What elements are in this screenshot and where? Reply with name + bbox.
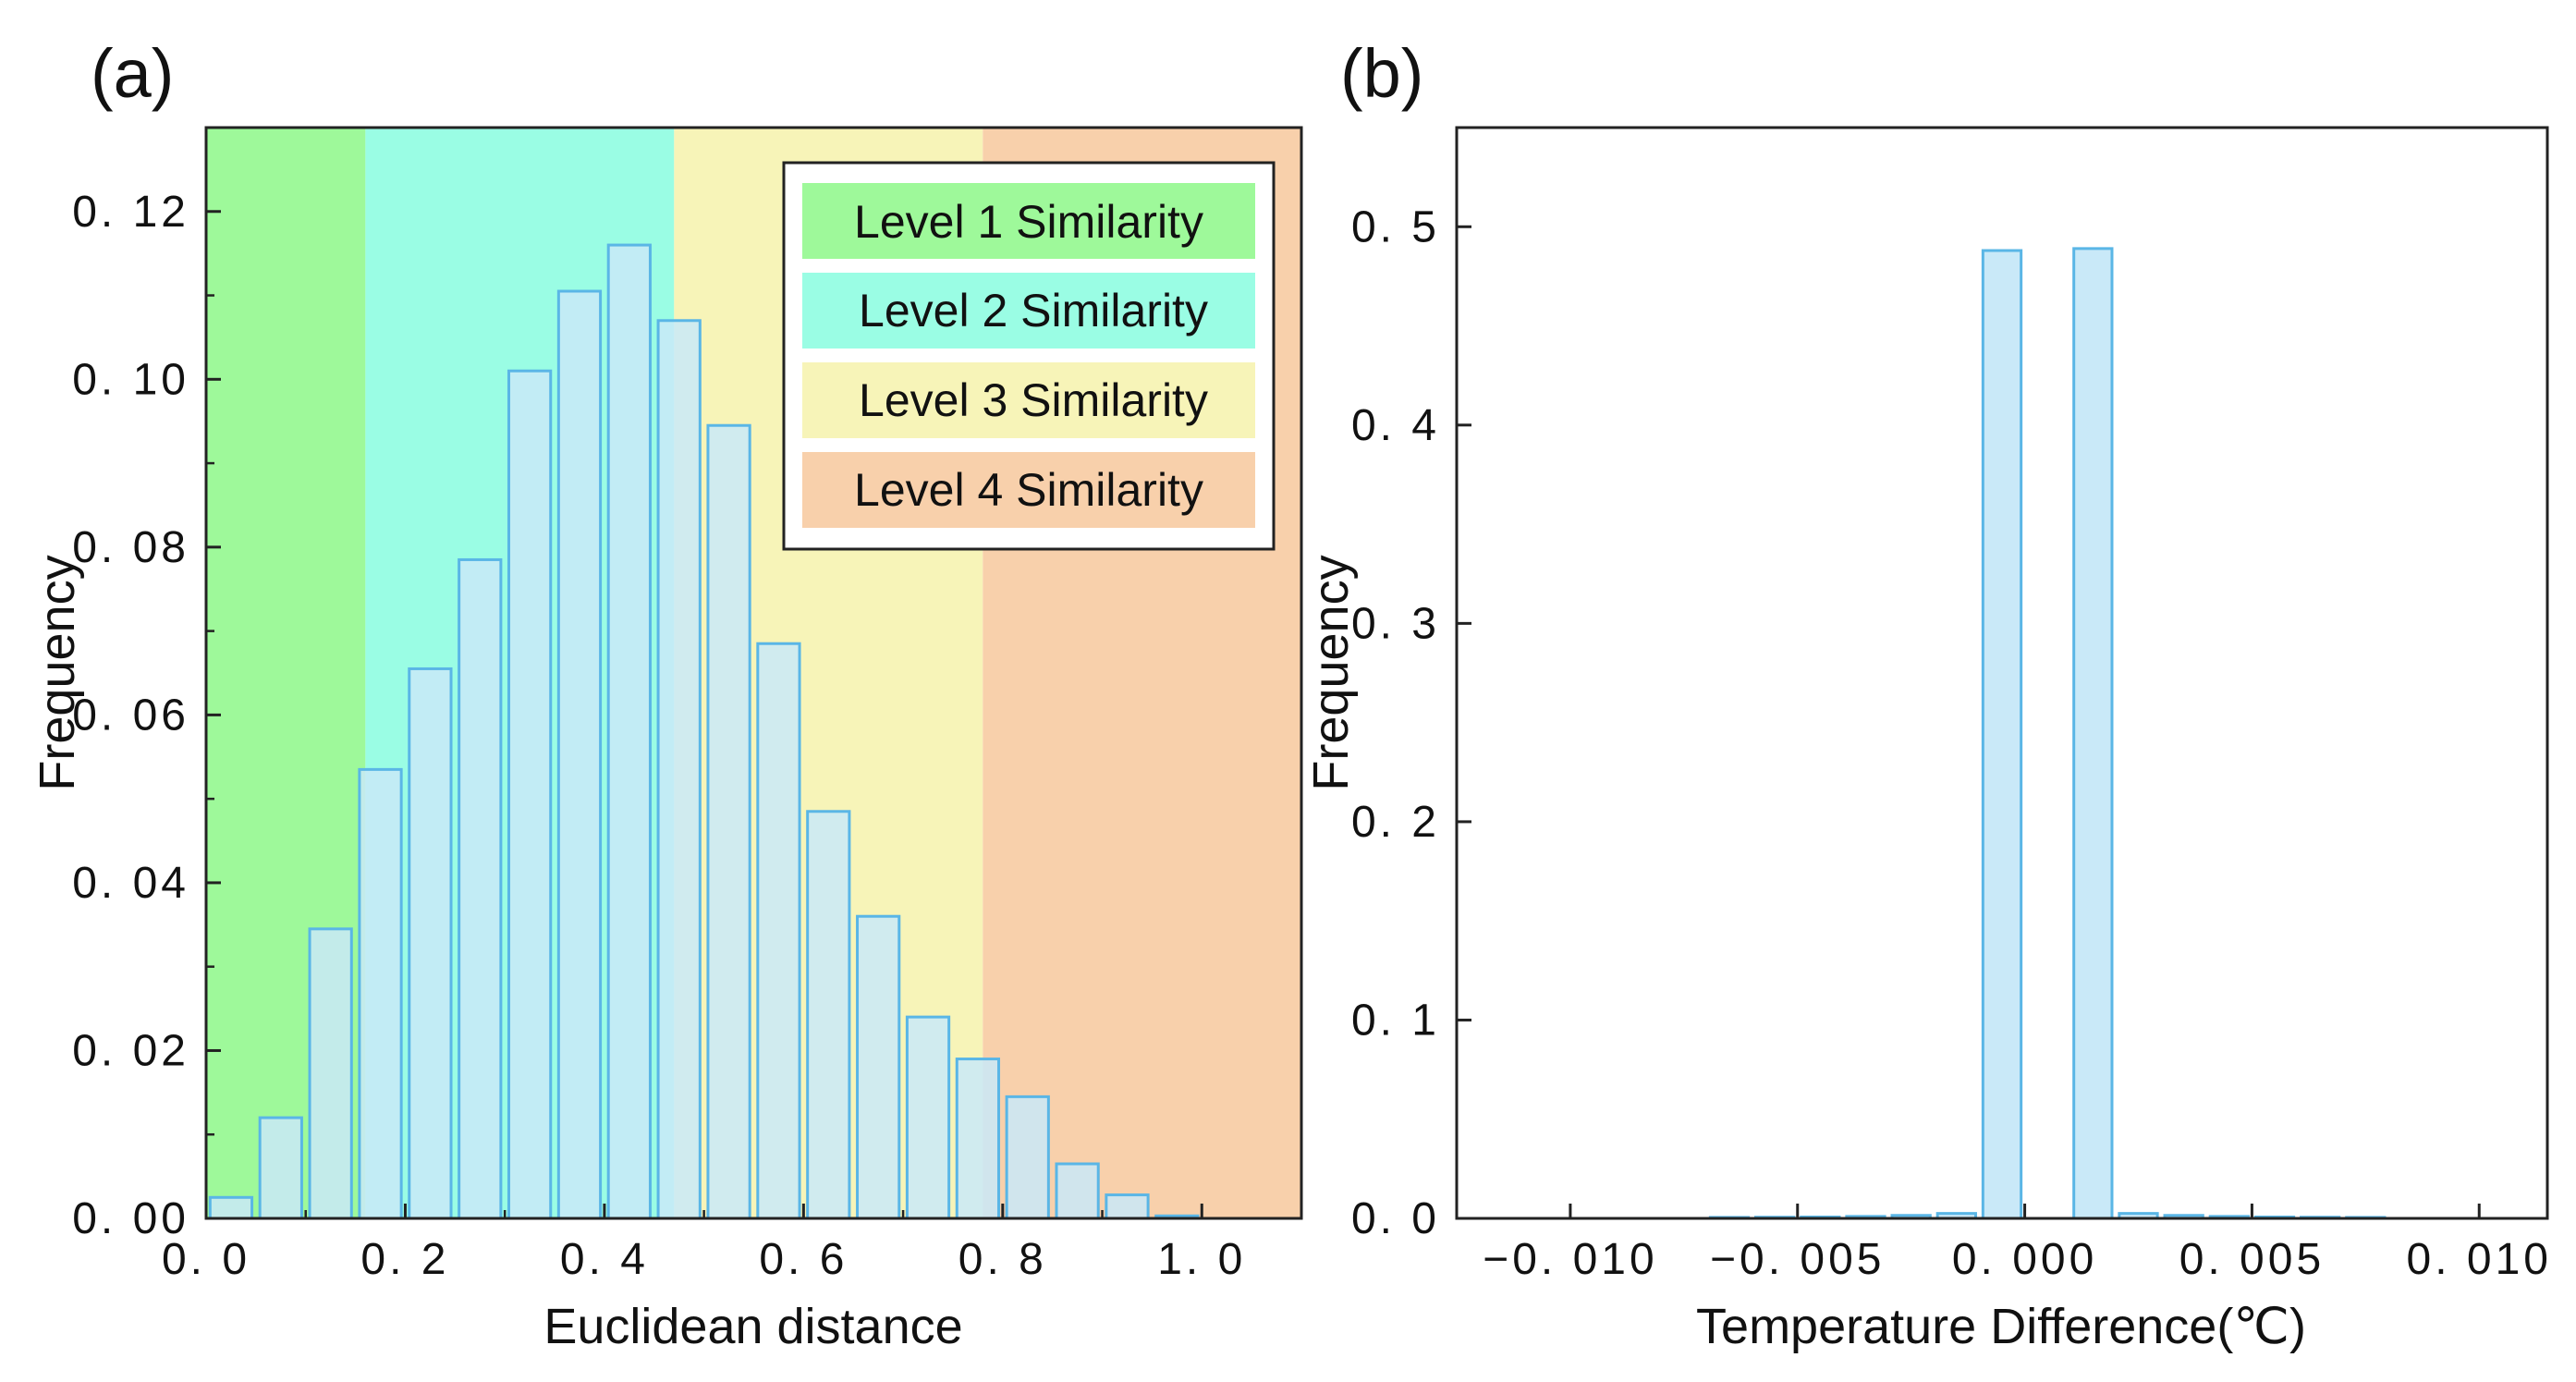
legend-item: Level 4 Similarity: [802, 452, 1255, 528]
histogram-bar: [208, 1195, 254, 1220]
histogram-bar: [656, 319, 702, 1220]
legend-item: Level 1 Similarity: [802, 183, 1255, 259]
histogram-bar: [856, 914, 901, 1220]
plot-frame: [1455, 126, 2549, 1220]
histogram-bar: [308, 927, 353, 1220]
plot-frame: [204, 126, 1303, 1220]
y-tick-label: 0. 04: [72, 859, 189, 908]
histogram-bar: [955, 1058, 1001, 1220]
legend-swatch: [802, 362, 1255, 438]
x-tick-label: −0. 005: [1710, 1235, 1885, 1284]
y-tick-label: 0. 4: [1351, 401, 1440, 450]
histogram-bar: [905, 1015, 951, 1220]
histogram-bars: [208, 243, 1200, 1220]
y-tick-label: 0. 10: [72, 355, 189, 404]
y-tick-label: 0. 12: [72, 188, 189, 237]
histogram-bar: [2072, 247, 2114, 1220]
y-tick-label: 0. 5: [1351, 202, 1440, 251]
x-axis-ticks: 0. 0 0. 2 0. 4 0. 6 0. 8 1. 0: [162, 1204, 1246, 1284]
y-tick-label: 0. 0: [1351, 1194, 1440, 1243]
histogram-bar: [1055, 1162, 1100, 1220]
histogram-bar: [1005, 1095, 1050, 1220]
x-tick-label: 0. 005: [2179, 1235, 2325, 1284]
legend-item: Level 2 Similarity: [802, 273, 1255, 349]
y-tick-label: 0. 1: [1351, 996, 1440, 1045]
histogram-bar: [507, 369, 553, 1220]
x-tick-label: 0. 4: [560, 1235, 649, 1284]
panel-a: (a) 0. 000. 020. 040. 060. 080. 100. 12 …: [30, 35, 1303, 1354]
y-tick-label: 0. 00: [72, 1194, 189, 1243]
x-tick-label: 0. 8: [958, 1235, 1047, 1284]
x-tick-label: 0. 010: [2407, 1235, 2552, 1284]
y-axis-title: Frequency: [30, 555, 85, 790]
legend: Level 1 Similarity Level 2 Similarity Le…: [782, 161, 1276, 551]
y-tick-label: 0. 06: [72, 691, 189, 740]
y-tick-label: 0. 2: [1351, 798, 1440, 847]
histogram-bar: [706, 423, 751, 1220]
histogram-bar: [1981, 249, 2023, 1220]
panel-a-label: (a): [91, 35, 174, 112]
legend-label: Level 4 Similarity: [854, 464, 1203, 516]
x-axis-title: Temperature Difference(℃): [1696, 1299, 2306, 1354]
histogram-bar: [606, 243, 652, 1220]
x-tick-label: 0. 000: [1952, 1235, 2097, 1284]
histogram-bar: [1105, 1193, 1150, 1220]
legend-swatch: [802, 452, 1255, 528]
histogram-bar: [806, 810, 851, 1220]
y-tick-label: 0. 02: [72, 1026, 189, 1075]
histogram-bar: [258, 1116, 303, 1220]
legend-swatch: [802, 273, 1255, 349]
y-tick-label: 0. 3: [1351, 599, 1440, 648]
legend-label: Level 1 Similarity: [854, 196, 1203, 248]
x-tick-label: 0. 0: [162, 1235, 250, 1284]
legend-label: Level 3 Similarity: [859, 374, 1208, 426]
x-axis-ticks: −0. 010 −0. 005 0. 000 0. 005 0. 010: [1483, 1204, 2552, 1284]
x-tick-label: 0. 6: [759, 1235, 848, 1284]
histogram-bar: [358, 767, 403, 1220]
x-tick-label: 1. 0: [1157, 1235, 1246, 1284]
histogram-bar: [556, 289, 603, 1220]
legend-item: Level 3 Similarity: [802, 362, 1255, 438]
histogram-bar: [458, 557, 503, 1220]
y-axis-title: Frequency: [1303, 555, 1359, 790]
x-tick-label: 0. 2: [360, 1235, 449, 1284]
y-axis-ticks: 0. 0 0. 1 0. 2 0. 3 0. 4 0. 5: [1351, 202, 1471, 1243]
y-axis-ticks: 0. 00 0. 02 0. 04 0. 06 0. 08 0. 10 0. 12: [72, 188, 221, 1243]
x-axis-title: Euclidean distance: [543, 1299, 962, 1354]
y-tick-label: 0. 08: [72, 523, 189, 572]
panel-b-label: (b): [1340, 35, 1423, 112]
legend-swatch: [802, 183, 1255, 259]
histogram-bars: [1708, 247, 2387, 1220]
histogram-bar: [408, 667, 453, 1220]
panel-b: (b) 0. 00. 10. 20. 30. 40. 5 −0. 010 −0. …: [1303, 35, 2552, 1354]
x-tick-label: −0. 010: [1483, 1235, 1657, 1284]
histogram-bar: [756, 642, 801, 1220]
legend-label: Level 2 Similarity: [859, 285, 1208, 336]
